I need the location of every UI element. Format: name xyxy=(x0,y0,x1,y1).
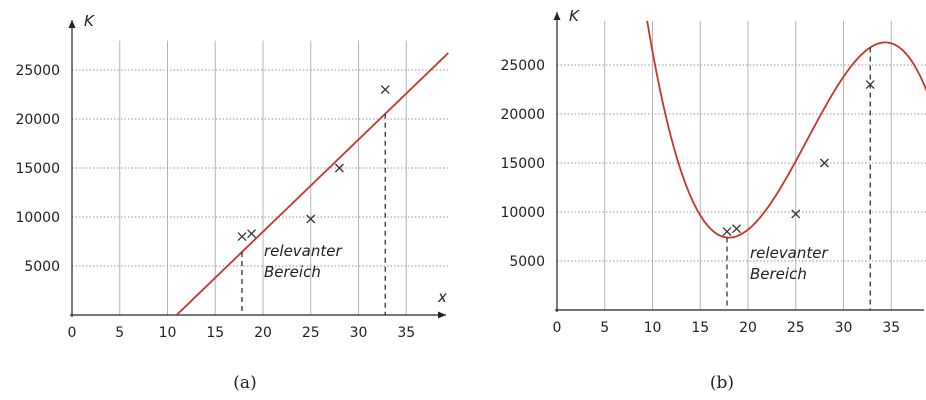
data-point xyxy=(237,232,247,242)
data-point-stroke xyxy=(722,227,732,237)
annotation-text: Bereich xyxy=(750,265,807,283)
panel-caption: (b) xyxy=(710,373,734,393)
y-axis-label: K xyxy=(569,7,580,25)
data-point xyxy=(722,227,732,237)
data-point-stroke xyxy=(247,229,256,239)
y-tick-label: 20000 xyxy=(15,112,60,128)
data-point-stroke xyxy=(380,85,390,95)
x-axis-arrow xyxy=(438,311,446,319)
x-tick-label: 30 xyxy=(350,325,368,341)
data-point xyxy=(732,224,741,234)
x-tick-label: 20 xyxy=(254,325,272,341)
data-point xyxy=(819,158,829,168)
x-tick-label: 5 xyxy=(600,320,609,336)
x-tick-label: 15 xyxy=(691,320,709,336)
chart-b: 0 5 10 15 20 25 30 35 5000 10000 15000 20000 25000 Kr… xyxy=(500,7,926,393)
x-tick-label: 20 xyxy=(739,320,757,336)
y-tick-label: 10000 xyxy=(500,205,545,221)
x-tick-label: 25 xyxy=(787,320,805,336)
data-point xyxy=(247,229,256,239)
x-tick-label: 0 xyxy=(68,325,77,341)
data-point-stroke xyxy=(237,232,247,242)
x-tick-label: 35 xyxy=(882,320,900,336)
y-tick-label: 15000 xyxy=(500,156,545,172)
y-tick-label: 5000 xyxy=(509,254,545,270)
y-axis-arrow xyxy=(68,20,76,28)
fit-curve xyxy=(646,20,926,239)
x-tick-label: 10 xyxy=(644,320,662,336)
y-tick-label: 25000 xyxy=(15,63,60,79)
data-point xyxy=(306,214,316,224)
data-point-stroke xyxy=(865,80,875,90)
y-tick-label: 15000 xyxy=(15,161,60,177)
data-point-stroke xyxy=(334,163,344,173)
x-tick-label: 15 xyxy=(206,325,224,341)
y-tick-label: 20000 xyxy=(500,107,545,123)
x-tick-label: 5 xyxy=(115,325,124,341)
x-tick-label: 35 xyxy=(397,325,415,341)
x-axis-label: x xyxy=(437,288,447,306)
data-point-stroke xyxy=(732,224,741,234)
y-tick-label: 25000 xyxy=(500,58,545,74)
data-point xyxy=(791,209,801,219)
y-tick-label: 10000 xyxy=(15,210,60,226)
chart-a: 0 5 10 15 20 25 30 35 5000 10000 15000 20000 25000 Kx… xyxy=(15,12,450,393)
data-point xyxy=(334,163,344,173)
y-axis-arrow xyxy=(553,12,561,20)
x-tick-label: 25 xyxy=(302,325,320,341)
annotation-text: relevanter xyxy=(264,242,342,260)
fit-curve xyxy=(175,52,449,315)
y-axis-label: K xyxy=(84,12,95,30)
annotation-text: relevanter xyxy=(750,244,828,262)
data-point xyxy=(380,85,390,95)
annotation-text: Bereich xyxy=(264,263,321,281)
data-point-stroke xyxy=(306,214,316,224)
x-tick-label: 30 xyxy=(835,320,853,336)
x-tick-label: 0 xyxy=(553,320,562,336)
data-point-stroke xyxy=(819,158,829,168)
panel-caption: (a) xyxy=(233,373,256,393)
data-point xyxy=(865,80,875,90)
data-point-stroke xyxy=(791,209,801,219)
x-tick-label: 10 xyxy=(159,325,177,341)
y-tick-label: 5000 xyxy=(24,259,60,275)
